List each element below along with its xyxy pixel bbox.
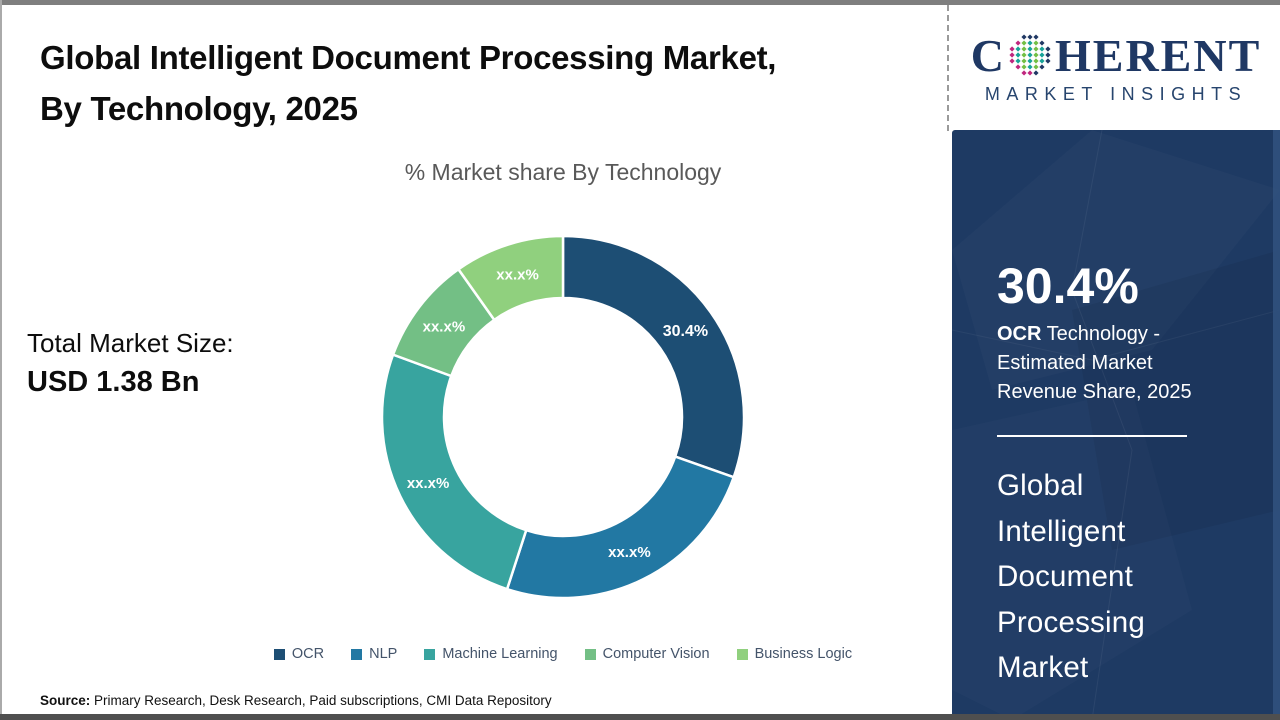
coherent-globe-icon: [1009, 33, 1051, 76]
bottom-border-bar: [0, 714, 1280, 720]
panel-right-edge: [1273, 130, 1280, 720]
legend-label: Machine Learning: [442, 646, 558, 662]
headline-desc-line2: Estimated Market: [997, 352, 1153, 374]
donut-label-machine-learning: xx.x%: [407, 475, 450, 492]
panel-content: 30.4% OCR Technology - Estimated Market …: [997, 130, 1247, 691]
panel-market-word: Global: [997, 469, 1084, 502]
legend-item-machine-learning: Machine Learning: [424, 646, 558, 662]
legend-swatch: [273, 648, 285, 660]
legend-swatch: [584, 648, 596, 660]
source-label: Source:: [40, 693, 91, 708]
source-note: Source: Primary Research, Desk Research,…: [40, 693, 552, 708]
coherent-logo-row: C: [971, 32, 1262, 80]
legend-item-computer-vision: Computer Vision: [584, 646, 710, 662]
donut-segment-business-logic: [456, 234, 565, 322]
legend-item-nlp: NLP: [351, 646, 397, 662]
total-market-size: Total Market Size: USD 1.38 Bn: [27, 324, 234, 402]
panel-market-word: Document: [997, 560, 1134, 593]
page-title-line1: Global Intelligent Document Processing M…: [40, 39, 777, 76]
donut-segment-nlp: [505, 455, 736, 600]
chart-legend: OCR NLP Machine Learning Computer Vision Bus…: [179, 646, 947, 662]
legend-item-business-logic: Business Logic: [736, 646, 853, 662]
logo-word-end: HERENT: [1054, 29, 1262, 81]
left-border: [0, 0, 2, 720]
panel-market-word: Market: [997, 651, 1089, 684]
logo-word-start: C: [970, 29, 1006, 81]
chart-title: % Market share By Technology: [404, 159, 722, 185]
legend-label: NLP: [369, 646, 398, 662]
dashed-divider-line: [947, 5, 949, 131]
headline-desc-bold: OCR: [997, 323, 1042, 345]
headline-share-value: 30.4%: [997, 258, 1139, 314]
donut-label-ocr: 30.4%: [663, 323, 708, 340]
donut-chart: 30.4% xx.x% xx.x% xx.x% xx.x%: [373, 227, 753, 607]
page-title-line2: By Technology, 2025: [40, 90, 358, 127]
top-border-bar: [0, 0, 1280, 5]
donut-segment-machine-learning: [380, 353, 528, 591]
headline-description: OCR Technology - Estimated Market Revenu…: [997, 320, 1247, 407]
legend-item-ocr: OCR: [273, 646, 325, 662]
coherent-logo: C: [952, 5, 1280, 131]
donut-segment-ocr: [561, 234, 746, 479]
page-title: Global Intelligent Document Processing M…: [40, 32, 930, 134]
source-text: Primary Research, Desk Research, Paid su…: [90, 693, 552, 708]
side-panel: 30.4% OCR Technology - Estimated Market …: [952, 130, 1280, 720]
panel-divider: [997, 435, 1187, 437]
logo-subtitle: MARKET INSIGHTS: [984, 83, 1248, 104]
legend-swatch: [424, 648, 436, 660]
legend-label: Computer Vision: [602, 646, 710, 662]
panel-market-name: Global Intelligent Document Processing Marke…: [997, 463, 1247, 691]
headline-desc-rest: Technology -: [1041, 323, 1161, 345]
total-market-size-label: Total Market Size:: [27, 328, 234, 358]
total-market-size-value: USD 1.38 Bn: [27, 366, 200, 398]
panel-market-word: Intelligent: [997, 514, 1126, 548]
donut-label-computer-vision: xx.x%: [423, 318, 466, 335]
legend-swatch: [351, 648, 363, 660]
headline-desc-line3: Revenue Share, 2025: [997, 381, 1192, 403]
legend-swatch: [736, 648, 748, 660]
legend-label: Business Logic: [754, 646, 853, 662]
donut-label-nlp: xx.x%: [608, 544, 651, 561]
panel-market-word: Processing: [997, 605, 1145, 639]
legend-label: OCR: [291, 646, 325, 662]
donut-label-business-logic: xx.x%: [496, 267, 539, 284]
donut-chart-svg: 30.4% xx.x% xx.x% xx.x% xx.x%: [380, 234, 746, 600]
